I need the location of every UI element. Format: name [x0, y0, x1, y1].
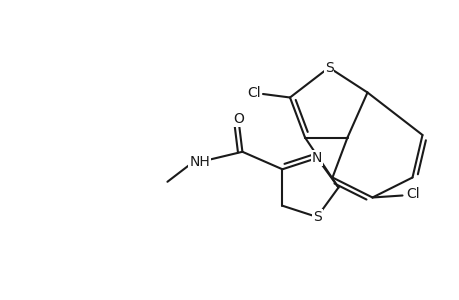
- Text: Cl: Cl: [406, 187, 420, 200]
- Text: Cl: Cl: [246, 85, 260, 100]
- Text: O: O: [232, 112, 243, 126]
- Text: NH: NH: [189, 155, 210, 169]
- Text: S: S: [312, 210, 321, 224]
- Text: S: S: [324, 61, 333, 74]
- Text: N: N: [311, 151, 322, 165]
